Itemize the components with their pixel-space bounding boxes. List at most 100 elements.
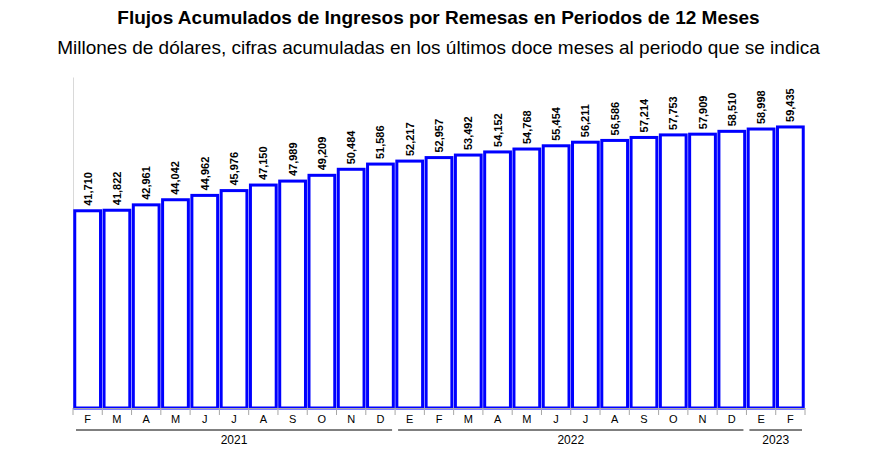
data-label: 45,976 [228,152,240,186]
x-tick-label: J [231,413,237,425]
bar [602,140,628,408]
x-tick-label: J [583,413,589,425]
data-label: 53,492 [462,116,474,150]
x-tick-label: J [202,413,208,425]
data-label: 56,586 [609,102,621,136]
bar [690,134,716,408]
group-label: 2023 [762,433,789,447]
data-label: 52,217 [404,122,416,156]
category-groups: 202120222023 [76,430,802,447]
x-tick: M [171,408,180,425]
x-tick-label: M [464,413,473,425]
x-tick: J [231,408,237,425]
x-tick-label: A [611,413,619,425]
bar [163,200,189,408]
bar [397,161,423,408]
title: Flujos Acumulados de Ingresos por Remesa… [117,7,759,28]
bar [455,155,481,408]
x-tick: M [522,408,531,425]
x-separator [482,408,483,415]
x-tick: F [84,408,91,425]
subtitle: Millones de dólares, cifras acumuladas e… [57,37,820,58]
x-separator [746,408,747,415]
bar [309,175,335,408]
bar [543,146,569,408]
x-tick-label: O [318,413,327,425]
x-separator [629,408,630,415]
data-label: 57,753 [667,96,679,130]
x-tick: E [757,408,764,425]
x-separator [424,408,425,415]
bar [133,205,159,408]
x-tick: F [787,408,794,425]
data-label: 59,435 [784,88,796,122]
data-labels: 41,71041,82242,96144,04244,96245,97647,1… [82,88,797,205]
x-tick: A [260,408,268,425]
x-separator [277,408,278,415]
x-tick: M [112,408,121,425]
bar [514,149,540,408]
data-label: 54,768 [521,110,533,144]
x-separator [600,408,601,415]
data-label: 44,042 [169,161,181,195]
bar [573,142,599,408]
data-label: 58,998 [755,90,767,124]
bar [280,181,306,408]
x-tick: O [669,408,678,425]
x-separator [160,408,161,415]
data-label: 55,454 [550,106,562,141]
x-separator [190,408,191,415]
x-tick: S [640,408,647,425]
x-separator [102,408,103,415]
x-separator [687,408,688,415]
group-line [749,430,802,431]
x-tick: J [553,408,559,425]
data-label: 47,989 [287,142,299,176]
data-label: 52,957 [433,119,445,153]
bar [368,164,394,408]
bar [777,127,803,408]
x-separator [453,408,454,415]
x-tick-label: E [406,413,413,425]
x-tick-label: A [260,413,268,425]
x-tick: M [464,408,473,425]
x-axis-line [74,408,806,409]
bar [426,158,452,408]
x-separator [365,408,366,415]
x-tick-label: O [669,413,678,425]
x-separator [307,408,308,415]
data-label: 58,510 [726,93,738,127]
bar [660,135,686,408]
x-separator [219,408,220,415]
data-label: 44,962 [199,157,211,191]
group-line [398,430,743,431]
bar [75,211,101,408]
x-tick-label: M [171,413,180,425]
bar [104,210,130,408]
x-tick-label: D [728,413,736,425]
x-separator [775,408,776,415]
bar [631,137,657,408]
data-label: 42,961 [140,166,152,200]
x-tick-label: E [757,413,764,425]
x-tick: J [583,408,589,425]
x-tick-label: F [787,413,794,425]
x-tick: J [202,408,208,425]
data-label: 47,150 [257,146,269,180]
bar [748,129,774,408]
x-tick: N [699,408,707,425]
x-tick: O [318,408,327,425]
x-tick-label: D [376,413,384,425]
data-label: 41,710 [82,172,94,206]
x-tick: E [406,408,413,425]
data-label: 56,211 [579,104,591,137]
x-tick-label: M [522,413,531,425]
x-separator [336,408,337,415]
x-tick-label: N [347,413,355,425]
bar [338,169,364,408]
data-label: 57,214 [638,98,650,133]
x-tick: F [436,408,443,425]
data-label: 50,484 [345,130,357,165]
bar [192,195,218,408]
x-tick-label: A [494,413,502,425]
